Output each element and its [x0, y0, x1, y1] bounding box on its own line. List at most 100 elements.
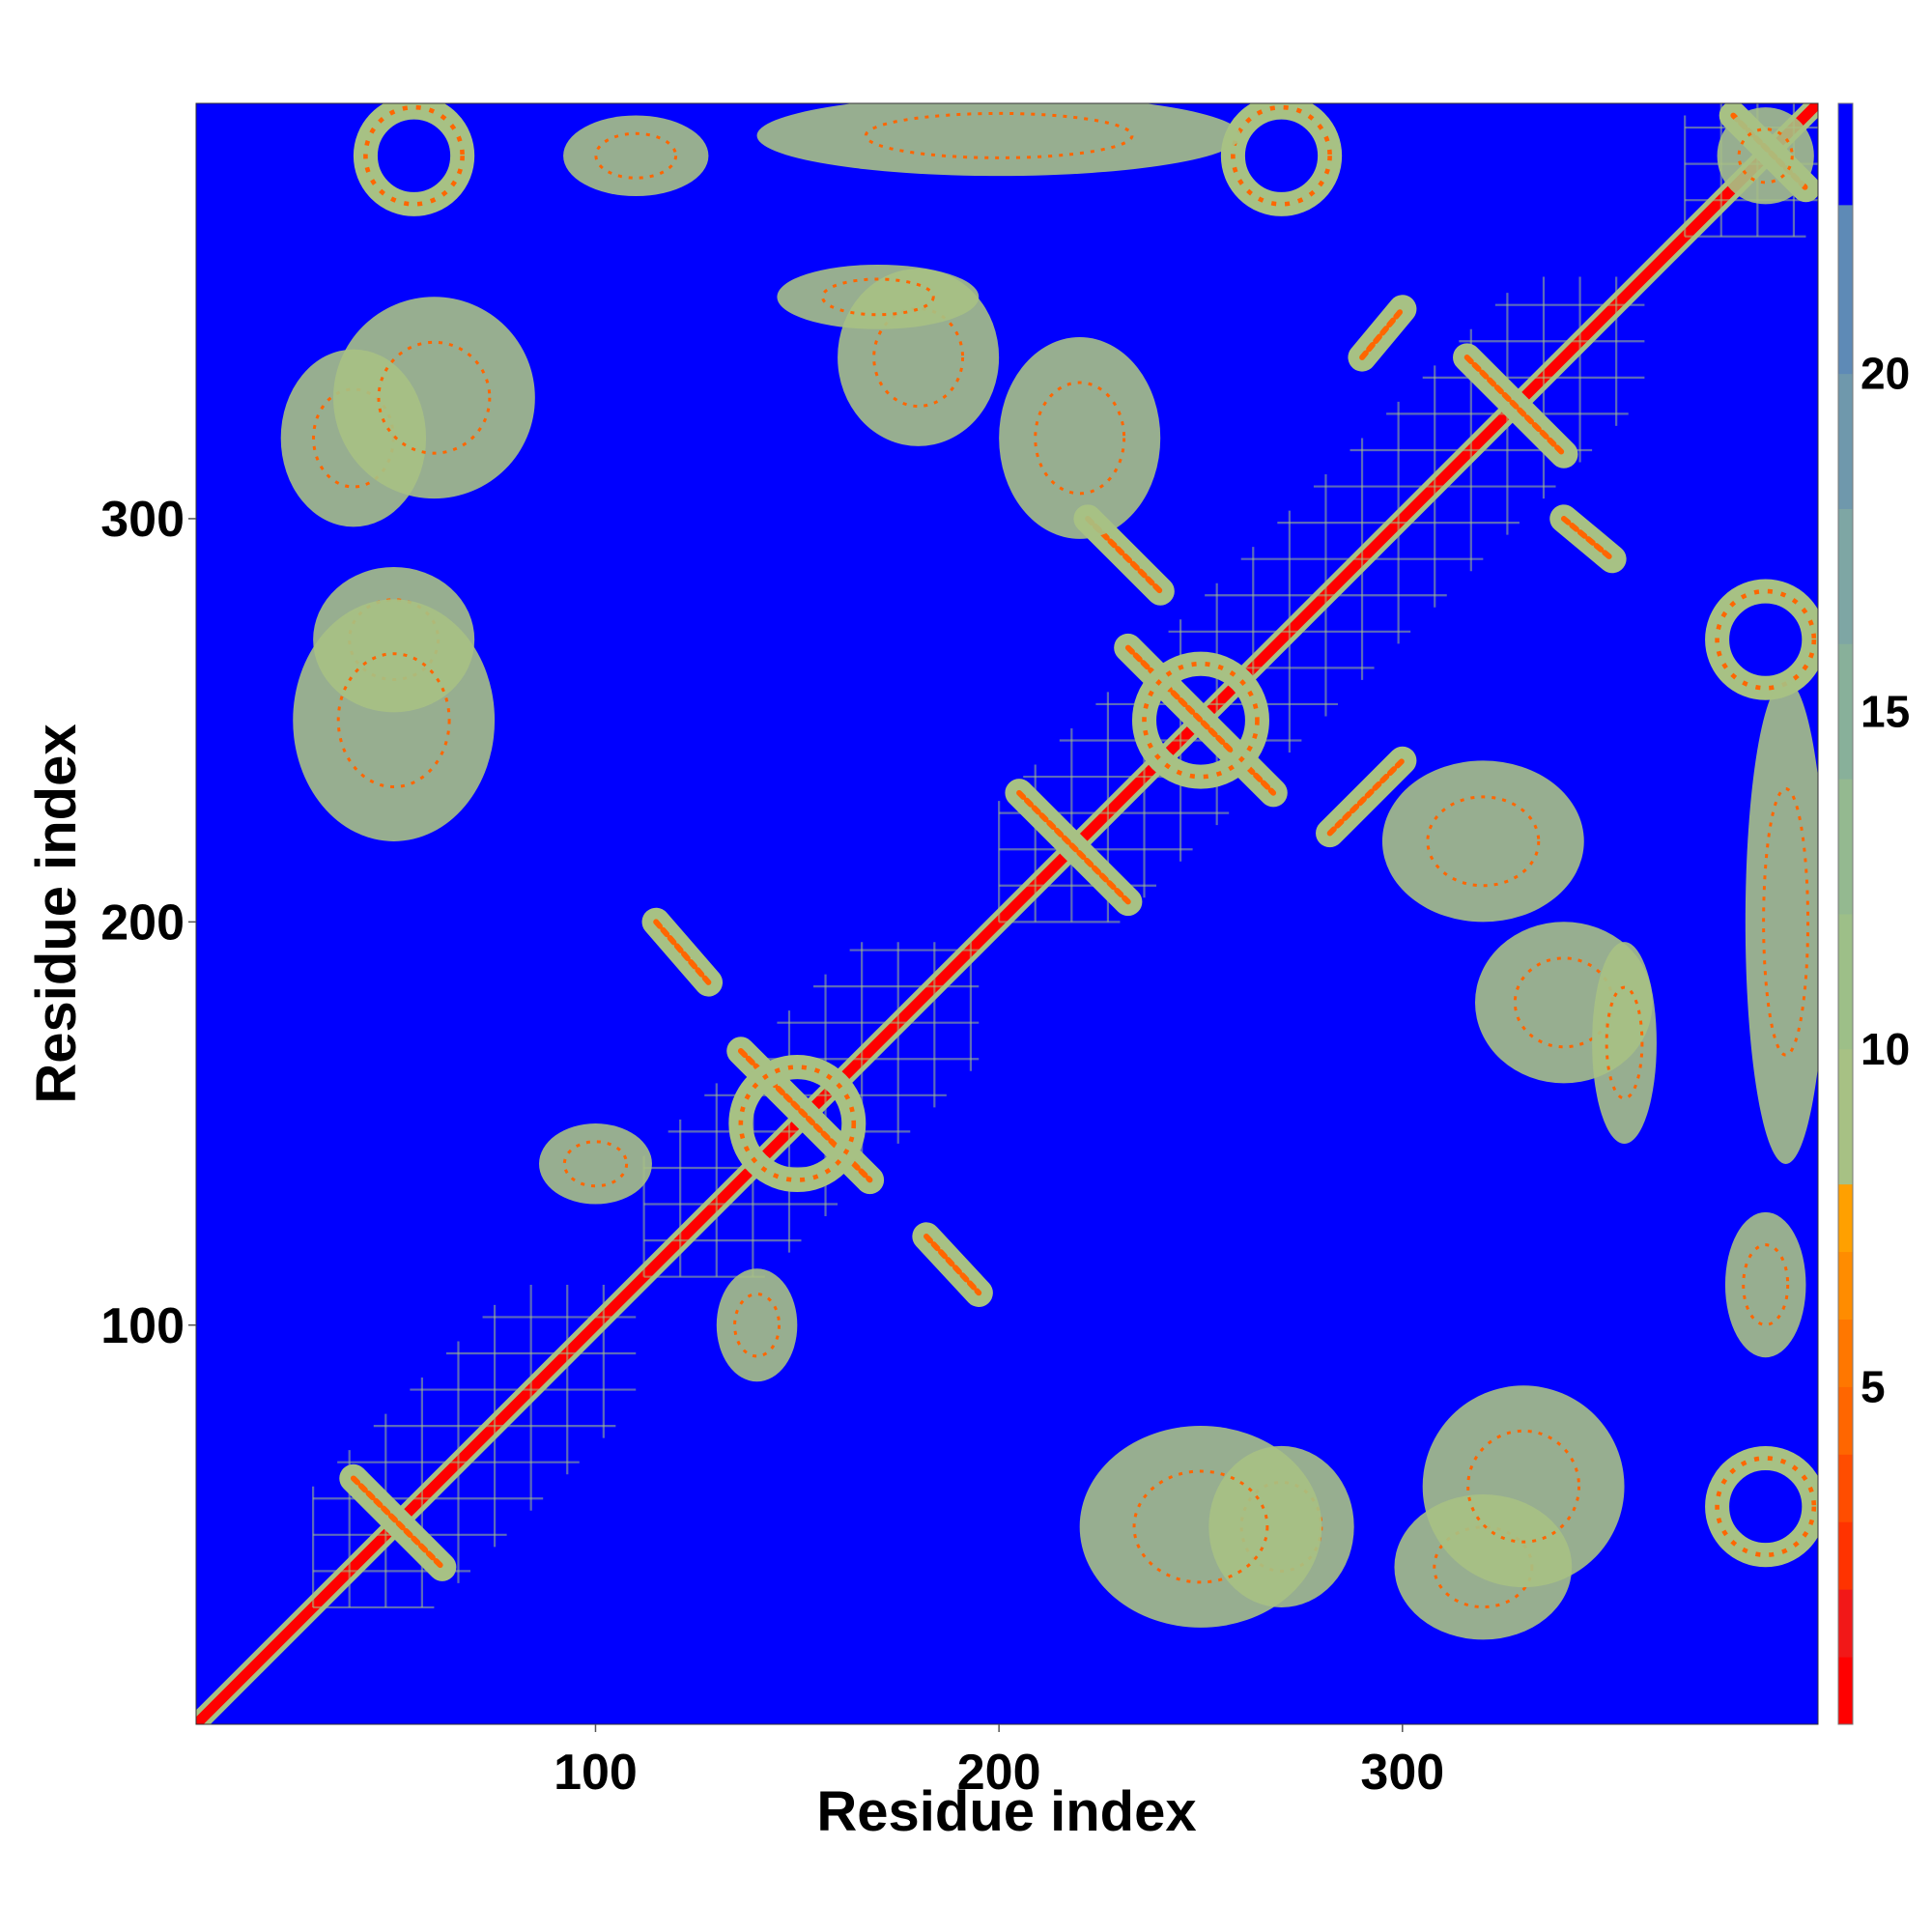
- colorbar-band: [1838, 1183, 1853, 1253]
- parallel-strand-contact: [1348, 295, 1417, 372]
- patch-core: [864, 111, 1134, 159]
- x-axis-title: Residue index: [816, 1780, 1196, 1843]
- strand-core: [1326, 757, 1406, 837]
- patch-core: [594, 131, 678, 180]
- y-axis-ticks: 100 200 300: [100, 492, 196, 1354]
- diagonal-line: [196, 103, 1818, 1724]
- patch-core: [1737, 128, 1794, 185]
- patch-area: [756, 103, 1241, 177]
- colorbar: [1837, 102, 1854, 1725]
- colorbar-band: [1838, 1048, 1853, 1185]
- contact-patch: [999, 337, 1161, 539]
- ring-core: [1715, 588, 1817, 691]
- strand-core: [1359, 305, 1406, 360]
- antiparallel-strand-contact: [1005, 779, 1143, 917]
- parallel-strand-contact: [1316, 746, 1417, 848]
- patch-area: [1717, 107, 1814, 205]
- antiparallel-strand-contact: [641, 907, 724, 997]
- contact-patch: [1745, 679, 1818, 1164]
- patch-area: [1724, 1211, 1806, 1358]
- colorbar-band: [1838, 914, 1853, 1050]
- y-axis-title: Residue index: [25, 724, 88, 1103]
- colorbar-band: [1838, 779, 1853, 915]
- colorbar-band: [1838, 1251, 1853, 1320]
- patch-core: [1742, 1243, 1790, 1326]
- colorbar-tick-label: 10: [1861, 1024, 1910, 1074]
- patch-area: [1381, 760, 1584, 923]
- contact-patch: [1422, 1385, 1625, 1588]
- parallel-strand-contact: [1549, 504, 1627, 574]
- patch-core: [1605, 985, 1644, 1100]
- strand-core: [653, 919, 712, 985]
- patch-core: [1132, 1469, 1269, 1584]
- ring-contact: [728, 1055, 867, 1193]
- colorbar-tick-label: 5: [1861, 1361, 1886, 1411]
- contact-patch: [563, 115, 709, 197]
- contact-patch: [293, 599, 496, 841]
- ring-contact: [1131, 651, 1269, 789]
- patch-core: [336, 652, 451, 789]
- contact-patch: [539, 1123, 652, 1205]
- strand-core: [1016, 789, 1131, 905]
- colorbar-band: [1838, 1319, 1853, 1387]
- colorbar-tick-label: 20: [1861, 349, 1910, 399]
- patch-core: [733, 1293, 781, 1358]
- y-tick-label: 200: [100, 895, 185, 951]
- colorbar-band: [1838, 1454, 1853, 1522]
- patch-area: [716, 1268, 798, 1382]
- contact-patch: [756, 103, 1241, 177]
- colorbar-tick-label: 15: [1861, 686, 1910, 736]
- strand-core: [350, 1475, 445, 1571]
- y-tick-label: 300: [100, 492, 185, 548]
- patch-area: [777, 264, 980, 329]
- x-tick-label: 100: [554, 1745, 638, 1801]
- plot-frame: [195, 102, 1819, 1725]
- colorbar-band: [1838, 1386, 1853, 1455]
- colorbar-band: [1838, 508, 1853, 644]
- colorbar-band: [1838, 373, 1853, 509]
- patch-core: [1466, 1429, 1581, 1544]
- colorbar-band: [1838, 1657, 1853, 1725]
- patch-core: [1762, 787, 1810, 1057]
- heatmap-features: [196, 103, 1818, 1724]
- x-axis-ticks: 100 200 300: [554, 1724, 1444, 1801]
- contact-patch: [333, 297, 535, 499]
- contact-patch: [1592, 942, 1657, 1144]
- colorbar-band: [1838, 643, 1853, 780]
- x-tick-label: 300: [1360, 1745, 1444, 1801]
- ring-contact: [1705, 579, 1818, 700]
- patch-area: [539, 1123, 652, 1205]
- ring-core: [738, 1065, 857, 1182]
- patch-area: [1592, 942, 1657, 1144]
- plot-area: [195, 102, 1819, 1725]
- patch-area: [1422, 1385, 1625, 1588]
- strand-core: [923, 1234, 982, 1296]
- antiparallel-strand-contact: [912, 1222, 993, 1307]
- ring-contact: [353, 103, 475, 216]
- patch-core: [1426, 795, 1541, 888]
- ring-contact: [1705, 1445, 1818, 1568]
- antiparallel-strand-contact: [339, 1463, 457, 1581]
- contact-patch: [1724, 1211, 1806, 1358]
- ring-contact: [1220, 103, 1343, 216]
- patch-area: [293, 599, 496, 841]
- contact-patch: [716, 1268, 798, 1382]
- contact-patch: [1381, 760, 1584, 923]
- antiparallel-strand-contact: [1453, 343, 1578, 469]
- patch-area: [333, 297, 535, 499]
- colorbar-ticks: 5 10 15 20: [1861, 349, 1910, 1412]
- contact-patch: [777, 264, 980, 329]
- colorbar-frame: [1837, 102, 1854, 1725]
- colorbar-band: [1838, 204, 1853, 375]
- patch-core: [562, 1140, 629, 1188]
- ring-core: [1142, 661, 1260, 780]
- patch-area: [1745, 679, 1818, 1164]
- contact-patch: [1079, 1426, 1322, 1628]
- contact-block: [312, 1285, 637, 1609]
- colorbar-band: [1838, 1521, 1853, 1590]
- contact-patch: [1717, 107, 1814, 205]
- patch-core: [1034, 381, 1126, 496]
- ring-core: [1231, 104, 1332, 207]
